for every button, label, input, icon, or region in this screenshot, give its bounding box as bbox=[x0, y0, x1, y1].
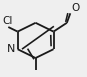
Text: O: O bbox=[71, 3, 79, 13]
Text: Cl: Cl bbox=[2, 16, 13, 26]
Text: N: N bbox=[7, 44, 15, 54]
